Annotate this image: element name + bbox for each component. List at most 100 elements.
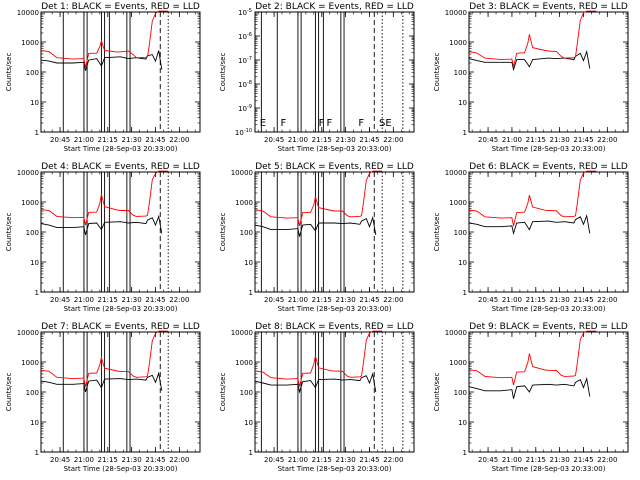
y-axis-label: Counts/sec bbox=[5, 53, 13, 92]
x-tick-label: 21:30 bbox=[550, 296, 570, 304]
x-axis-label: Start Time (28-Sep-03 20:33:00) bbox=[64, 145, 178, 153]
y-tick-label: 1000 bbox=[21, 359, 39, 367]
x-tick-label: 21:45 bbox=[359, 456, 379, 464]
detector-panel-2: Det 2: BLACK = Events, RED = LLD 10-10 10-… bbox=[219, 2, 415, 153]
x-tick-label: 21:15 bbox=[526, 456, 546, 464]
x-tick-label: 21:15 bbox=[98, 136, 118, 144]
y-tick-label: 10000 bbox=[17, 9, 39, 17]
panel-title: Det 2: BLACK = Events, RED = LLD bbox=[255, 2, 414, 12]
y-tick-label: 10 bbox=[30, 259, 39, 267]
x-tick-label: 22:00 bbox=[597, 296, 617, 304]
panel-title: Det 1: BLACK = Events, RED = LLD bbox=[41, 2, 200, 12]
y-tick-label: 10 bbox=[458, 419, 467, 427]
y-tick-label: 1000 bbox=[449, 359, 467, 367]
x-tick-label: 21:15 bbox=[312, 456, 332, 464]
y-tick-label: 1 bbox=[463, 129, 467, 137]
panel-title: Det 7: BLACK = Events, RED = LLD bbox=[41, 322, 200, 332]
y-axis-label: Counts/sec bbox=[433, 53, 441, 92]
y-tick-label: 10000 bbox=[17, 169, 39, 177]
y-tick-label: 1000 bbox=[21, 39, 39, 47]
y-tick-label: 1 bbox=[35, 289, 39, 297]
y-tick-label: 10 bbox=[244, 419, 253, 427]
y-tick-label: 10-8 bbox=[238, 80, 252, 89]
y-tick-label: 1 bbox=[463, 449, 467, 457]
y-tick-label: 10-6 bbox=[238, 32, 252, 41]
x-tick-label: 21:30 bbox=[336, 136, 356, 144]
x-tick-label: 22:00 bbox=[597, 136, 617, 144]
y-tick-label: 100 bbox=[454, 69, 467, 77]
y-tick-label: 10000 bbox=[445, 9, 467, 17]
x-tick-label: 21:00 bbox=[74, 296, 94, 304]
panel-title: Det 5: BLACK = Events, RED = LLD bbox=[255, 162, 414, 172]
series-lld bbox=[40, 10, 169, 68]
y-axis-label: Counts/sec bbox=[433, 213, 441, 252]
plot-frame bbox=[254, 171, 415, 293]
plot-frame bbox=[40, 171, 201, 293]
x-tick-label: 21:15 bbox=[98, 296, 118, 304]
x-tick-label: 21:45 bbox=[573, 296, 593, 304]
x-axis-label: Start Time (28-Sep-03 20:33:00) bbox=[278, 305, 392, 313]
plot-frame bbox=[468, 171, 629, 293]
plot-frame bbox=[468, 331, 629, 453]
y-axis-label: Counts/sec bbox=[219, 373, 227, 412]
y-tick-label: 10-7 bbox=[238, 56, 252, 65]
detector-panel-7: Det 7: BLACK = Events, RED = LLD 1 10 100 10… bbox=[5, 322, 201, 473]
y-axis-label: Counts/sec bbox=[5, 373, 13, 412]
series-events bbox=[40, 50, 163, 71]
flag-label: F bbox=[319, 118, 325, 129]
x-tick-label: 22:00 bbox=[169, 456, 189, 464]
x-tick-label: 22:00 bbox=[383, 296, 403, 304]
x-tick-label: 22:00 bbox=[169, 296, 189, 304]
x-tick-label: 20:45 bbox=[478, 136, 498, 144]
series-events bbox=[254, 372, 377, 394]
series-lld bbox=[40, 170, 169, 226]
x-tick-label: 21:00 bbox=[74, 136, 94, 144]
x-tick-label: 22:00 bbox=[383, 456, 403, 464]
panel-title: Det 8: BLACK = Events, RED = LLD bbox=[255, 322, 414, 332]
x-tick-label: 22:00 bbox=[169, 136, 189, 144]
y-tick-label: 10-9 bbox=[238, 104, 252, 113]
detector-panel-6: Det 6: BLACK = Events, RED = LLD 1 10 100 10… bbox=[433, 162, 629, 313]
series-events bbox=[40, 214, 163, 236]
y-tick-label: 10 bbox=[30, 99, 39, 107]
y-tick-label: 100 bbox=[240, 389, 253, 397]
x-tick-label: 21:45 bbox=[359, 296, 379, 304]
series-events bbox=[254, 215, 377, 237]
flag-label: E bbox=[260, 118, 266, 129]
x-tick-label: 21:00 bbox=[288, 136, 308, 144]
y-tick-label: 1000 bbox=[21, 199, 39, 207]
x-tick-label: 21:30 bbox=[550, 456, 570, 464]
x-tick-label: 21:15 bbox=[526, 136, 546, 144]
x-tick-label: 20:45 bbox=[478, 296, 498, 304]
x-tick-label: 21:45 bbox=[359, 136, 379, 144]
flag-label: F bbox=[280, 118, 286, 129]
y-tick-label: 10 bbox=[244, 259, 253, 267]
series-lld bbox=[40, 330, 169, 387]
x-axis-label: Start Time (28-Sep-03 20:33:00) bbox=[278, 145, 392, 153]
x-tick-label: 21:00 bbox=[288, 296, 308, 304]
y-axis-label: Counts/sec bbox=[433, 373, 441, 412]
y-tick-label: 1 bbox=[35, 129, 39, 137]
x-tick-label: 21:00 bbox=[502, 136, 522, 144]
panel-title: Det 6: BLACK = Events, RED = LLD bbox=[469, 162, 628, 172]
y-tick-label: 10-5 bbox=[238, 8, 252, 17]
plot-frame bbox=[40, 11, 201, 133]
detector-panel-8: Det 8: BLACK = Events, RED = LLD 1 10 100 10… bbox=[219, 322, 415, 473]
series-lld bbox=[468, 170, 597, 227]
y-tick-label: 100 bbox=[454, 229, 467, 237]
x-tick-label: 21:15 bbox=[98, 456, 118, 464]
x-tick-label: 21:15 bbox=[312, 296, 332, 304]
series-lld bbox=[254, 330, 383, 387]
panel-title: Det 9: BLACK = Events, RED = LLD bbox=[469, 322, 628, 332]
x-tick-label: 20:45 bbox=[50, 136, 70, 144]
plot-frame bbox=[468, 11, 629, 133]
x-tick-label: 21:00 bbox=[502, 296, 522, 304]
x-tick-label: 20:45 bbox=[50, 296, 70, 304]
series-lld bbox=[468, 10, 597, 67]
y-tick-label: 100 bbox=[454, 389, 467, 397]
series-events bbox=[468, 376, 591, 399]
x-tick-label: 20:45 bbox=[50, 456, 70, 464]
series-lld bbox=[468, 330, 597, 386]
plot-frame bbox=[40, 331, 201, 453]
